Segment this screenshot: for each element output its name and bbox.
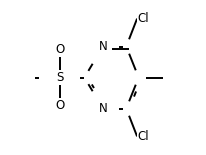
Text: Cl: Cl bbox=[137, 12, 149, 25]
Text: O: O bbox=[55, 99, 64, 112]
Text: S: S bbox=[56, 71, 63, 84]
Text: N: N bbox=[99, 102, 107, 115]
Text: Cl: Cl bbox=[137, 130, 149, 143]
Text: N: N bbox=[99, 40, 107, 53]
Text: O: O bbox=[55, 43, 64, 56]
